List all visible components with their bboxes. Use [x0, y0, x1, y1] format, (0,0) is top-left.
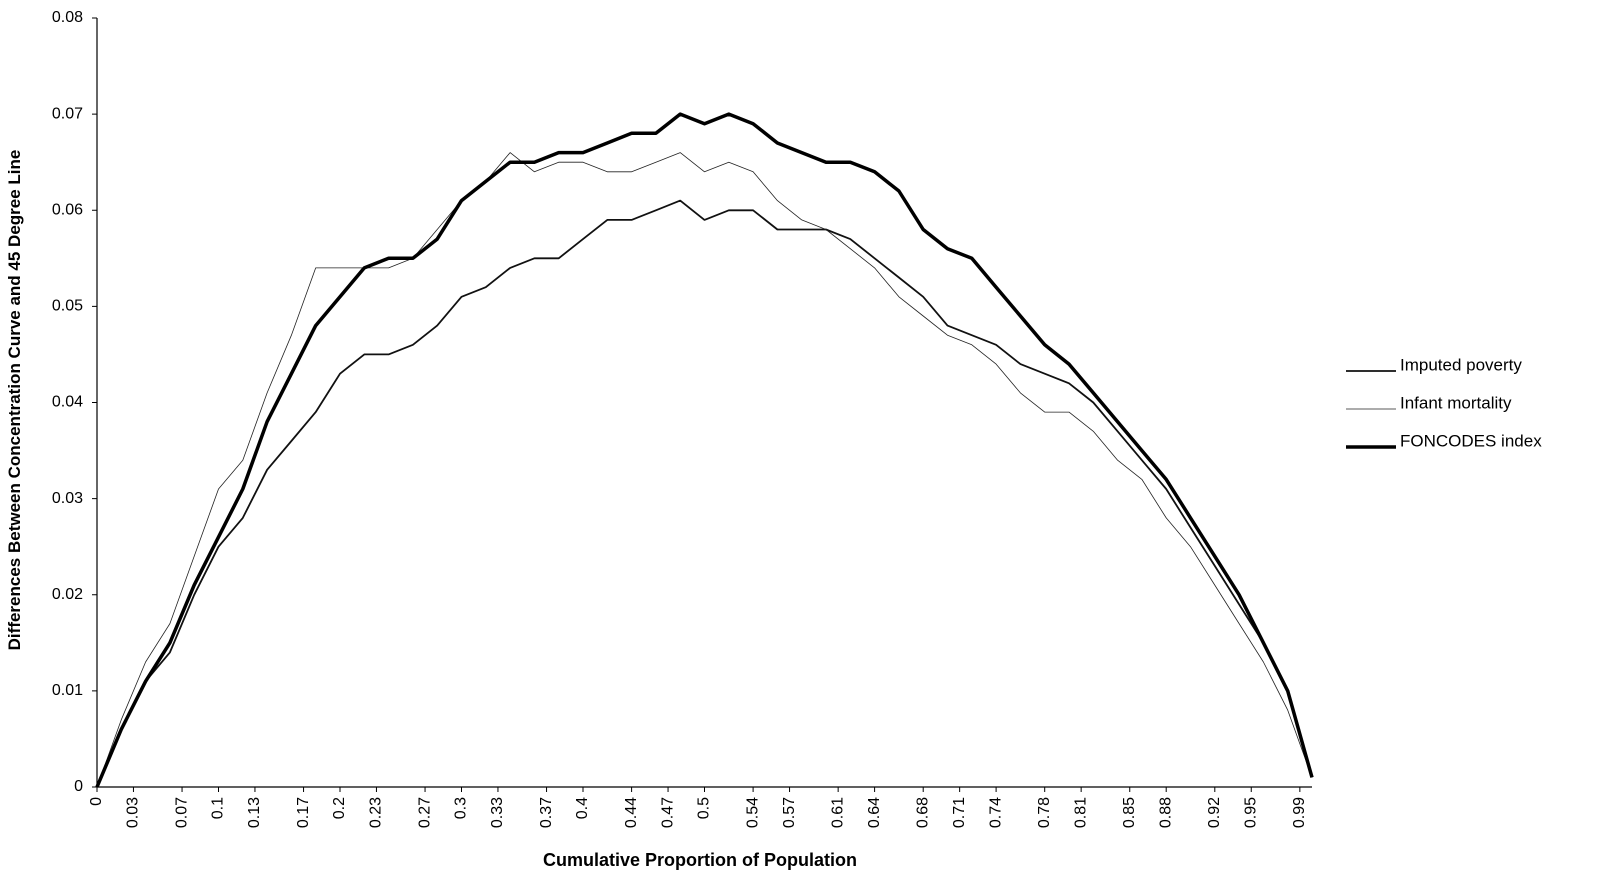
- x-tick-label: 0.85: [1121, 797, 1138, 828]
- x-tick-label: 0.74: [987, 797, 1004, 828]
- x-tick-label: 0.07: [173, 797, 190, 828]
- x-tick-label: 0.33: [489, 797, 506, 828]
- series-line: [96, 152, 1313, 788]
- y-tick-label: 0.06: [52, 201, 83, 218]
- x-tick-label: 0.71: [951, 797, 968, 828]
- x-tick-label: 0.57: [781, 797, 798, 828]
- series-line: [95, 112, 1314, 788]
- y-tick-label: 0: [74, 778, 83, 795]
- y-tick-label: 0.02: [52, 586, 83, 603]
- legend-label: Imputed poverty: [1400, 355, 1522, 374]
- x-tick-label: 0.17: [295, 797, 312, 828]
- x-tick-label: 0.2: [331, 797, 348, 819]
- series-line: [96, 199, 1313, 788]
- x-tick-label: 0.81: [1072, 797, 1089, 828]
- legend-label: FONCODES index: [1400, 431, 1542, 450]
- x-tick-label: 0.23: [368, 797, 385, 828]
- x-tick-label: 0.4: [574, 797, 591, 819]
- x-tick-label: 0.61: [829, 797, 846, 828]
- x-tick-label: 0.92: [1206, 797, 1223, 828]
- legend-label: Infant mortality: [1400, 393, 1512, 412]
- x-tick-label: 0: [88, 797, 105, 806]
- x-tick-label: 0.78: [1036, 797, 1053, 828]
- y-tick-label: 0.07: [52, 105, 83, 122]
- x-tick-label: 0.37: [538, 797, 555, 828]
- x-tick-label: 0.54: [744, 797, 761, 828]
- x-axis-title: Cumulative Proportion of Population: [543, 850, 857, 870]
- x-tick-label: 0.88: [1157, 797, 1174, 828]
- x-tick-label: 0.99: [1291, 797, 1308, 828]
- x-tick-label: 0.44: [623, 797, 640, 828]
- x-tick-label: 0.13: [246, 797, 263, 828]
- x-tick-label: 0.95: [1242, 797, 1259, 828]
- x-tick-label: 0.5: [696, 797, 713, 819]
- y-tick-label: 0.01: [52, 682, 83, 699]
- y-tick-label: 0.05: [52, 298, 83, 315]
- x-tick-label: 0.3: [453, 797, 470, 819]
- x-tick-label: 0.64: [866, 797, 883, 828]
- x-tick-label: 0.47: [659, 797, 676, 828]
- x-tick-label: 0.03: [125, 797, 142, 828]
- x-tick-label: 0.1: [210, 797, 227, 819]
- y-tick-label: 0.08: [52, 9, 83, 26]
- y-tick-label: 0.04: [52, 394, 83, 411]
- y-axis-title: Differences Between Concentration Curve …: [5, 150, 24, 651]
- x-tick-label: 0.68: [914, 797, 931, 828]
- x-tick-label: 0.27: [416, 797, 433, 828]
- y-tick-label: 0.03: [52, 490, 83, 507]
